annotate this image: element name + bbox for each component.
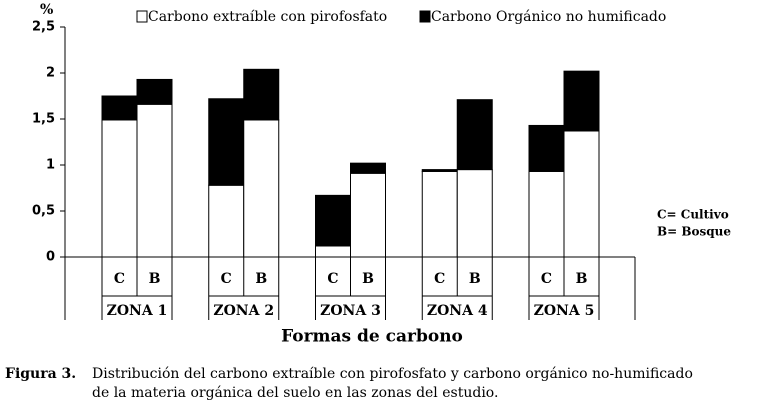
bar-segment [528, 124, 565, 172]
x-tick-label: B [362, 271, 374, 287]
legend-label: Carbono extraíble con pirofosfato [148, 9, 387, 25]
bar-segment [350, 172, 386, 258]
bar-segment [136, 103, 173, 258]
x-tick-label: C [221, 271, 232, 287]
bar-segment [243, 119, 280, 258]
group-label: ZONA 1 [107, 303, 168, 319]
legend-swatch [419, 10, 431, 23]
y-axis-label: % [40, 2, 53, 18]
group-label: ZONA 3 [320, 303, 381, 319]
x-axis-label: Formas de carbono [281, 327, 463, 347]
group-label: ZONA 2 [213, 303, 274, 319]
y-tick-label: 2 [46, 66, 55, 81]
caption-text: de la materia orgánica del suelo en las … [92, 385, 498, 401]
bar-segment [421, 169, 458, 172]
annotation: C= Cultivo [657, 208, 729, 222]
group-label: ZONA 4 [427, 303, 488, 319]
bar-segment [456, 169, 493, 258]
caption-text: Distribución del carbono extraíble con p… [92, 366, 693, 382]
group-label: ZONA 5 [534, 303, 595, 319]
bar-segment [208, 184, 245, 258]
bar-segment [315, 194, 351, 247]
bar-segment [421, 170, 458, 258]
x-tick-label: C [541, 271, 552, 287]
bar-segment [136, 78, 173, 105]
bar-segment [563, 130, 600, 258]
y-tick-label: 2,5 [32, 20, 55, 35]
bar-segment [315, 245, 351, 258]
bar-segment [101, 95, 138, 121]
legend-swatch [136, 10, 148, 23]
x-tick-label: B [469, 271, 481, 287]
annotation: B= Bosque [657, 225, 731, 239]
caption-label: Figura 3. [5, 366, 76, 382]
bar-segment [101, 119, 138, 258]
x-tick-label: B [576, 271, 588, 287]
bar-segment [456, 99, 493, 171]
x-tick-label: B [149, 271, 161, 287]
x-tick-label: B [255, 271, 267, 287]
bar-segment [563, 70, 600, 132]
x-tick-label: C [114, 271, 125, 287]
y-tick-label: 0 [46, 250, 55, 265]
legend-label: Carbono Orgánico no humificado [431, 9, 666, 25]
y-tick-label: 0,5 [32, 204, 55, 219]
x-tick-label: C [327, 271, 338, 287]
bar-segment [528, 170, 565, 258]
x-tick-label: C [434, 271, 445, 287]
y-tick-label: 1 [46, 158, 55, 173]
bar-segment [350, 162, 386, 174]
bar-segment [208, 98, 245, 186]
bar-segment [243, 68, 280, 121]
y-tick-label: 1,5 [32, 112, 55, 127]
